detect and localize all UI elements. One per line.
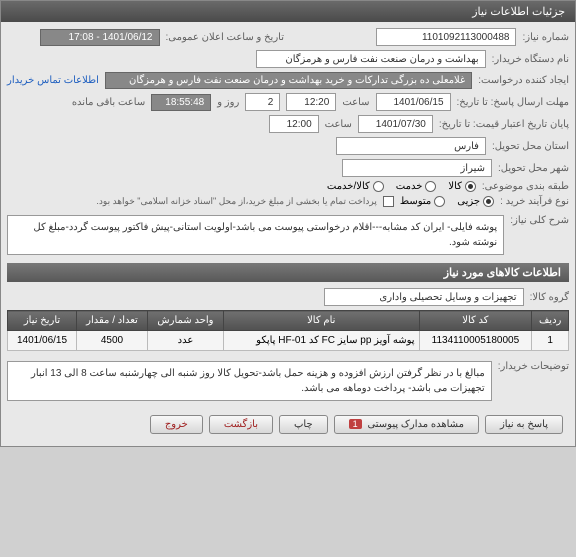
buytype-note: پرداخت تمام یا بخشی از مبلغ خرید،از محل … xyxy=(96,196,376,207)
radio-medium[interactable]: متوسط xyxy=(400,196,445,207)
td-name: پوشه آویز pp سایز FC کد HF-01 پاپکو xyxy=(223,331,419,351)
creator-field: غلامعلی ده بزرگی تدارکات و خرید بهداشت و… xyxy=(105,72,472,89)
treasury-checkbox[interactable] xyxy=(383,196,394,207)
need-no-label: شماره نیاز: xyxy=(522,32,569,43)
remain-time-field: 18:55:48 xyxy=(151,94,211,111)
window-titlebar: جزئیات اطلاعات نیاز xyxy=(1,1,575,22)
radio-service-circle xyxy=(425,181,436,192)
category-radio-group: کالا خدمت کالا/خدمت xyxy=(327,181,476,192)
buyer-org-field: بهداشت و درمان صنعت نفت فارس و هرمزگان xyxy=(256,50,486,68)
th-date: تاریخ نیاز xyxy=(8,311,77,331)
validity-date-field: 1401/07/30 xyxy=(358,115,433,133)
radio-both-circle xyxy=(373,181,384,192)
remain-label: ساعت باقی مانده xyxy=(72,97,145,108)
exit-button[interactable]: خروج xyxy=(150,415,203,434)
announce-label: تاریخ و ساعت اعلان عمومی: xyxy=(166,32,285,43)
announce-field: 1401/06/12 - 17:08 xyxy=(40,29,160,46)
goods-section-header: اطلاعات کالاهای مورد نیاز xyxy=(7,263,569,282)
goods-table: ردیف کد کالا نام کالا واحد شمارش تعداد /… xyxy=(7,310,569,351)
desc1-label: شرح کلی نیاز: xyxy=(510,211,569,226)
category-label: طبقه بندی موضوعی: xyxy=(482,181,569,192)
city-field: شیراز xyxy=(342,159,492,177)
validity-time-label: ساعت xyxy=(325,119,352,130)
group-field: تجهیزات و وسایل تحصیلی واداری xyxy=(324,288,524,306)
td-qty: 4500 xyxy=(77,331,148,351)
buytype-label: نوع فرآیند خرید : xyxy=(500,196,569,207)
validity-label: پایان تاریخ اعتبار قیمت: تا تاریخ: xyxy=(439,119,569,130)
radio-both-label: کالا/خدمت xyxy=(327,181,370,192)
radio-goods-label: کالا xyxy=(448,181,462,192)
group-label: گروه کالا: xyxy=(530,292,569,303)
days-field: 2 xyxy=(245,93,280,111)
validity-time-field: 12:00 xyxy=(269,115,319,133)
th-row: ردیف xyxy=(532,311,569,331)
radio-goods-circle xyxy=(465,181,476,192)
deadline-time-label: ساعت xyxy=(342,97,369,108)
table-row[interactable]: 1 1134110005180005 پوشه آویز pp سایز FC … xyxy=(8,331,569,351)
radio-goods[interactable]: کالا xyxy=(448,181,476,192)
radio-partial[interactable]: جزیی xyxy=(457,196,494,207)
radio-partial-label: جزیی xyxy=(457,196,480,207)
deadline-label: مهلت ارسال پاسخ: تا تاریخ: xyxy=(457,97,569,108)
desc2-label: توضیحات خریدار: xyxy=(498,357,569,372)
td-unit: عدد xyxy=(147,331,223,351)
radio-partial-circle xyxy=(483,196,494,207)
details-window: جزئیات اطلاعات نیاز شماره نیاز: 11010921… xyxy=(0,0,576,447)
need-no-field: 1101092113000488 xyxy=(376,28,516,46)
desc2-box: مبالغ با در نظر گرفتن ارزش افزوده و هزین… xyxy=(7,361,492,401)
deadline-time-field: 12:20 xyxy=(286,93,336,111)
radio-service[interactable]: خدمت xyxy=(396,181,437,192)
th-unit: واحد شمارش xyxy=(147,311,223,331)
form-content: شماره نیاز: 1101092113000488 تاریخ و ساع… xyxy=(1,22,575,446)
buyer-org-label: نام دستگاه خریدار: xyxy=(492,54,569,65)
th-code: کد کالا xyxy=(419,311,532,331)
days-and-label: روز و xyxy=(217,97,239,108)
back-button[interactable]: بازگشت xyxy=(209,415,273,434)
th-qty: تعداد / مقدار xyxy=(77,311,148,331)
attachments-label: مشاهده مدارک پیوستی xyxy=(367,419,464,430)
radio-service-label: خدمت xyxy=(396,181,423,192)
deadline-date-field: 1401/06/15 xyxy=(376,93,451,111)
print-button[interactable]: چاپ xyxy=(279,415,328,434)
td-date: 1401/06/15 xyxy=(8,331,77,351)
table-header-row: ردیف کد کالا نام کالا واحد شمارش تعداد /… xyxy=(8,311,569,331)
desc1-box: پوشه فایلی- ایران کد مشابه---اقلام درخوا… xyxy=(7,215,504,255)
radio-both[interactable]: کالا/خدمت xyxy=(327,181,384,192)
td-row: 1 xyxy=(532,331,569,351)
th-name: نام کالا xyxy=(223,311,419,331)
reply-button[interactable]: پاسخ به نیاز xyxy=(485,415,563,434)
td-code: 1134110005180005 xyxy=(419,331,532,351)
buytype-radio-group: جزیی متوسط xyxy=(400,196,494,207)
province-field: فارس xyxy=(336,137,486,155)
creator-label: ایجاد کننده درخواست: xyxy=(478,75,569,86)
radio-medium-circle xyxy=(434,196,445,207)
attachments-count: 1 xyxy=(349,419,362,429)
radio-medium-label: متوسط xyxy=(400,196,431,207)
contact-link[interactable]: اطلاعات تماس خریدار xyxy=(7,75,99,86)
province-label: استان محل تحویل: xyxy=(492,141,569,152)
buttons-bar: پاسخ به نیاز مشاهده مدارک پیوستی 1 چاپ ب… xyxy=(7,409,569,440)
city-label: شهر محل تحویل: xyxy=(498,163,569,174)
attachments-button[interactable]: مشاهده مدارک پیوستی 1 xyxy=(334,415,479,434)
